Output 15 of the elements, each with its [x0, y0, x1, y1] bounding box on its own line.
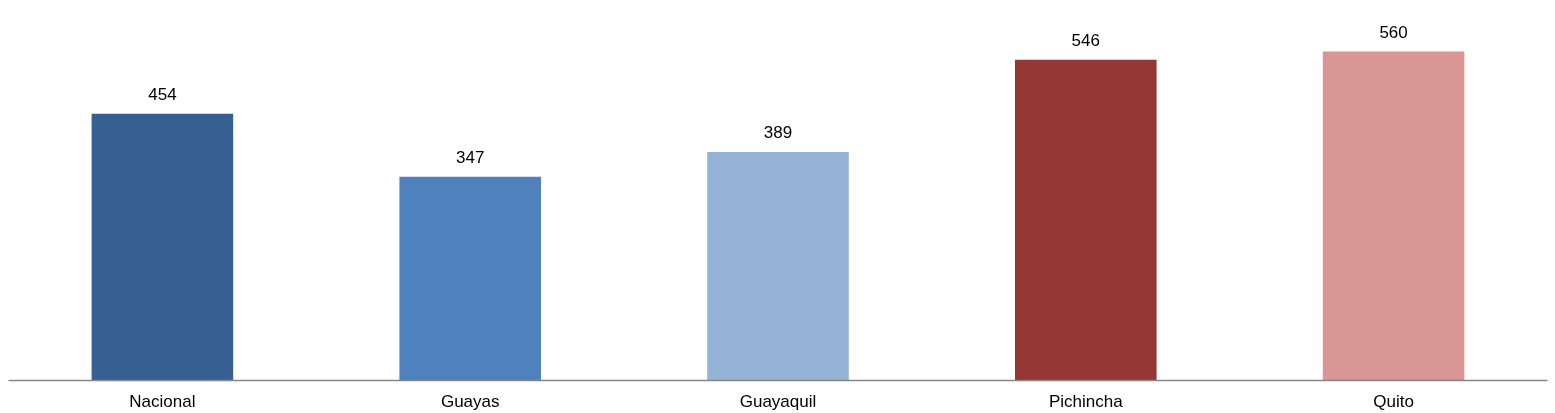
x-tick-label: Quito	[1373, 391, 1414, 411]
bar	[91, 113, 234, 381]
bar	[707, 152, 849, 381]
bar	[1015, 59, 1157, 381]
x-tick-label: Guayaquil	[739, 391, 817, 411]
bar	[1322, 51, 1465, 381]
data-label: 454	[148, 84, 177, 104]
x-tick-label: Nacional	[129, 391, 196, 411]
data-label: 546	[1071, 30, 1100, 50]
x-tick-label: Guayas	[440, 391, 500, 411]
data-label: 347	[456, 147, 485, 167]
bar	[399, 176, 541, 381]
data-label: 389	[763, 123, 793, 142]
data-label: 560	[1379, 22, 1408, 42]
x-tick-label: Pichincha	[1048, 391, 1124, 411]
